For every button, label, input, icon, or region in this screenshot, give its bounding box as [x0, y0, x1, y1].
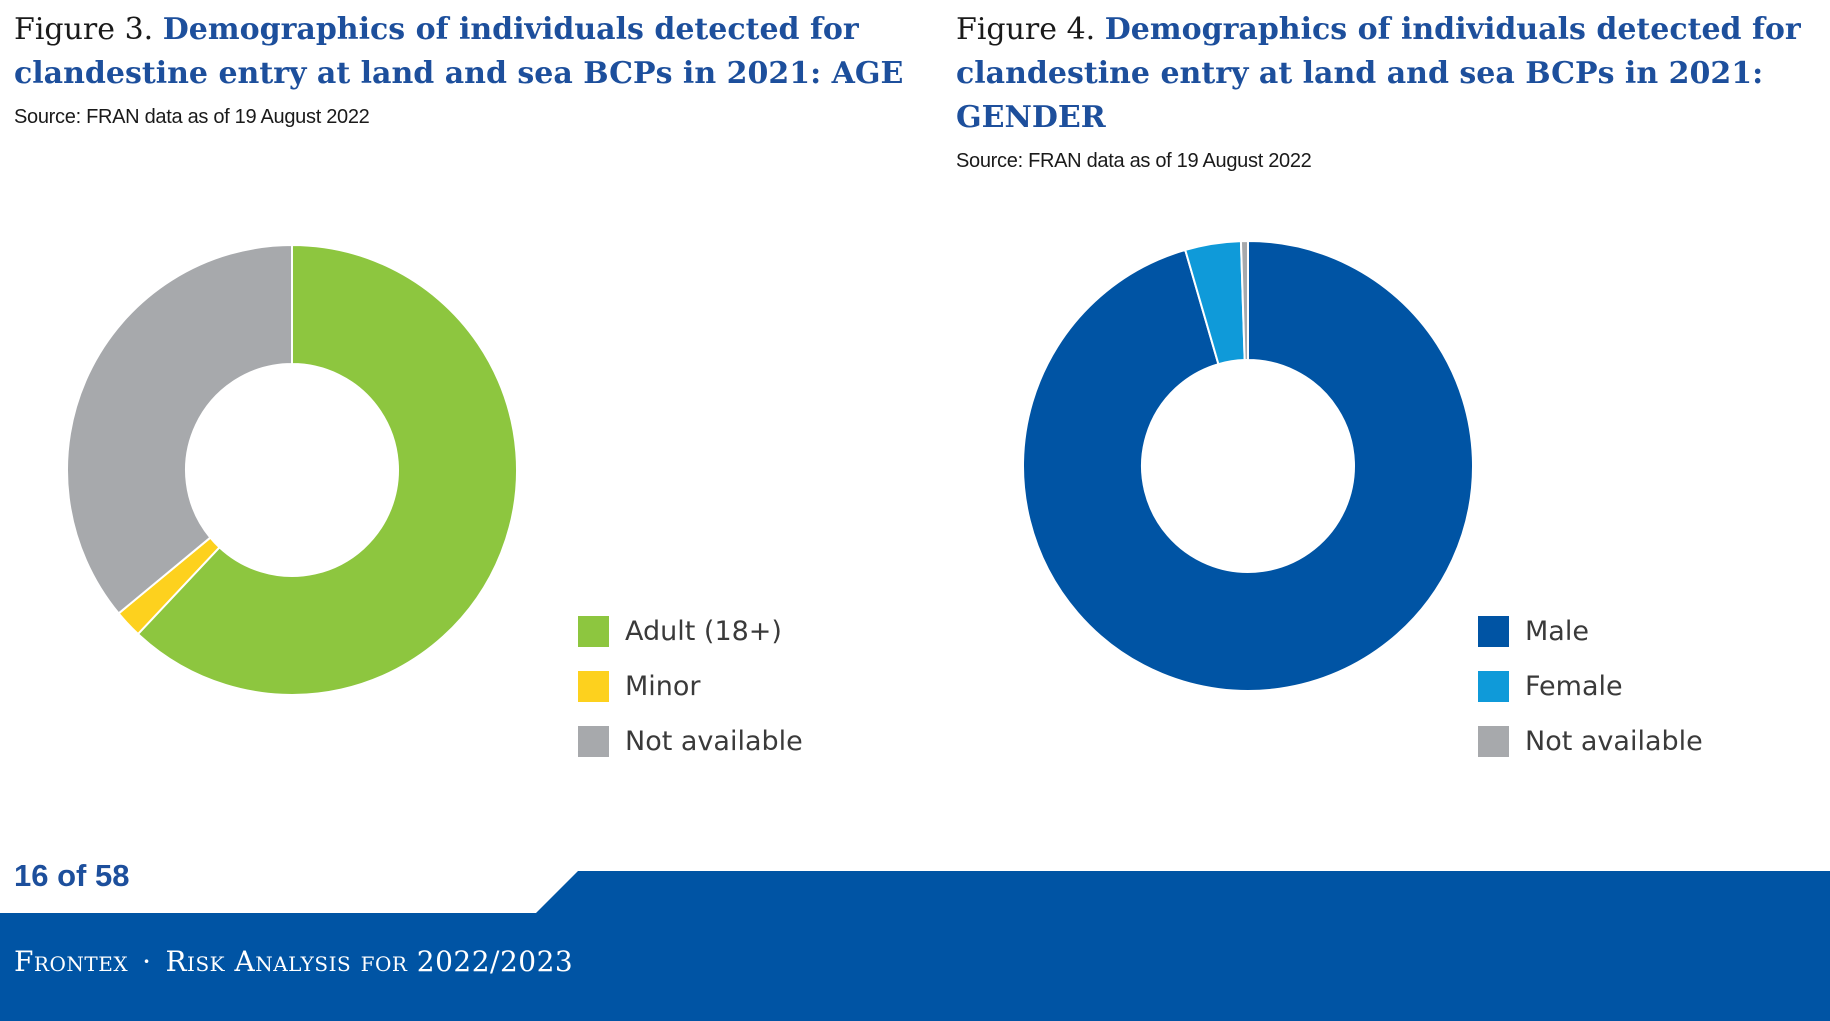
figure-heading-line1: Demographics of individuals detected for: [1104, 12, 1801, 47]
legend-swatch: [1478, 671, 1509, 702]
footer-text: Frontex · Risk Analysis for 2022/2023: [14, 945, 573, 978]
legend-label: Adult (18+): [625, 616, 782, 647]
figure-number: Figure 4.: [956, 12, 1096, 47]
page-number: 16 of 58: [14, 858, 130, 893]
footer-org: Frontex: [14, 945, 129, 978]
figure-heading-line2: clandestine entry at land and sea BCPs i…: [14, 56, 904, 91]
legend-swatch: [578, 726, 609, 757]
footer-publication: Risk Analysis for 2022/2023: [165, 945, 574, 978]
legend-item-minor: Minor: [578, 659, 803, 714]
figure-gender: Figure 4. Demographics of individuals de…: [956, 0, 1830, 757]
footer-band-shape: [0, 871, 1830, 1021]
legend-label: Not available: [625, 726, 803, 757]
donut-slice-adult-18: [136, 243, 518, 696]
legend-swatch: [578, 671, 609, 702]
figure-source: Source: FRAN data as of 19 August 2022: [14, 106, 370, 128]
legend-label: Not available: [1525, 726, 1703, 757]
chart-legend-gender: Male Female Not available: [1478, 604, 1703, 769]
legend-label: Minor: [625, 671, 701, 702]
chart-legend-age: Adult (18+) Minor Not available: [578, 604, 803, 769]
donut-slice-not-available: [1239, 239, 1249, 362]
donut-slice-not-available: [66, 243, 293, 615]
figure-title: Figure 3. Demographics of individuals de…: [14, 8, 914, 96]
legend-item-female: Female: [1478, 659, 1703, 714]
figure-age: Figure 3. Demographics of individuals de…: [14, 0, 914, 757]
donut-chart-age: [66, 243, 518, 696]
legend-label: Male: [1525, 616, 1589, 647]
legend-item-not-available: Not available: [578, 714, 803, 769]
legend-item-not-available: Not available: [1478, 714, 1703, 769]
figure-heading-line2: clandestine entry at land and sea BCPs i…: [956, 56, 1764, 135]
legend-label: Female: [1525, 671, 1623, 702]
legend-item-male: Male: [1478, 604, 1703, 659]
legend-swatch: [1478, 726, 1509, 757]
legend-swatch: [578, 616, 609, 647]
figure-number: Figure 3.: [14, 12, 154, 47]
legend-swatch: [1478, 616, 1509, 647]
donut-slice-male: [1022, 239, 1474, 692]
footer-separator: ·: [142, 945, 152, 978]
figure-source: Source: FRAN data as of 19 August 2022: [956, 150, 1312, 172]
figure-title: Figure 4. Demographics of individuals de…: [956, 8, 1830, 140]
figure-heading-line1: Demographics of individuals detected for: [162, 12, 859, 47]
donut-chart-gender: [1022, 239, 1474, 692]
legend-item-adult-18: Adult (18+): [578, 604, 803, 659]
